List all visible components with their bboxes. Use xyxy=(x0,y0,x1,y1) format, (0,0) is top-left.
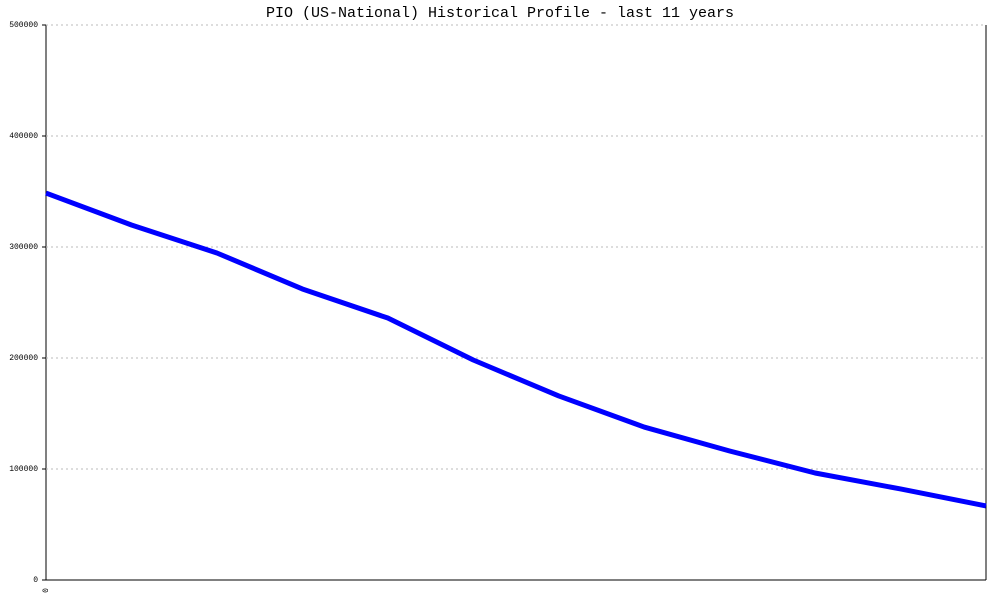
x-tick-label: 0 xyxy=(42,588,51,593)
y-tick-label: 400000 xyxy=(9,132,38,141)
y-tick-label: 100000 xyxy=(9,465,38,474)
y-tick-label: 300000 xyxy=(9,243,38,252)
y-tick-label: 500000 xyxy=(9,21,38,30)
chart-title: PIO (US-National) Historical Profile - l… xyxy=(266,5,734,22)
line xyxy=(45,190,987,509)
y-tick-label: 200000 xyxy=(9,354,38,363)
y-tick-label: 0 xyxy=(33,576,38,585)
